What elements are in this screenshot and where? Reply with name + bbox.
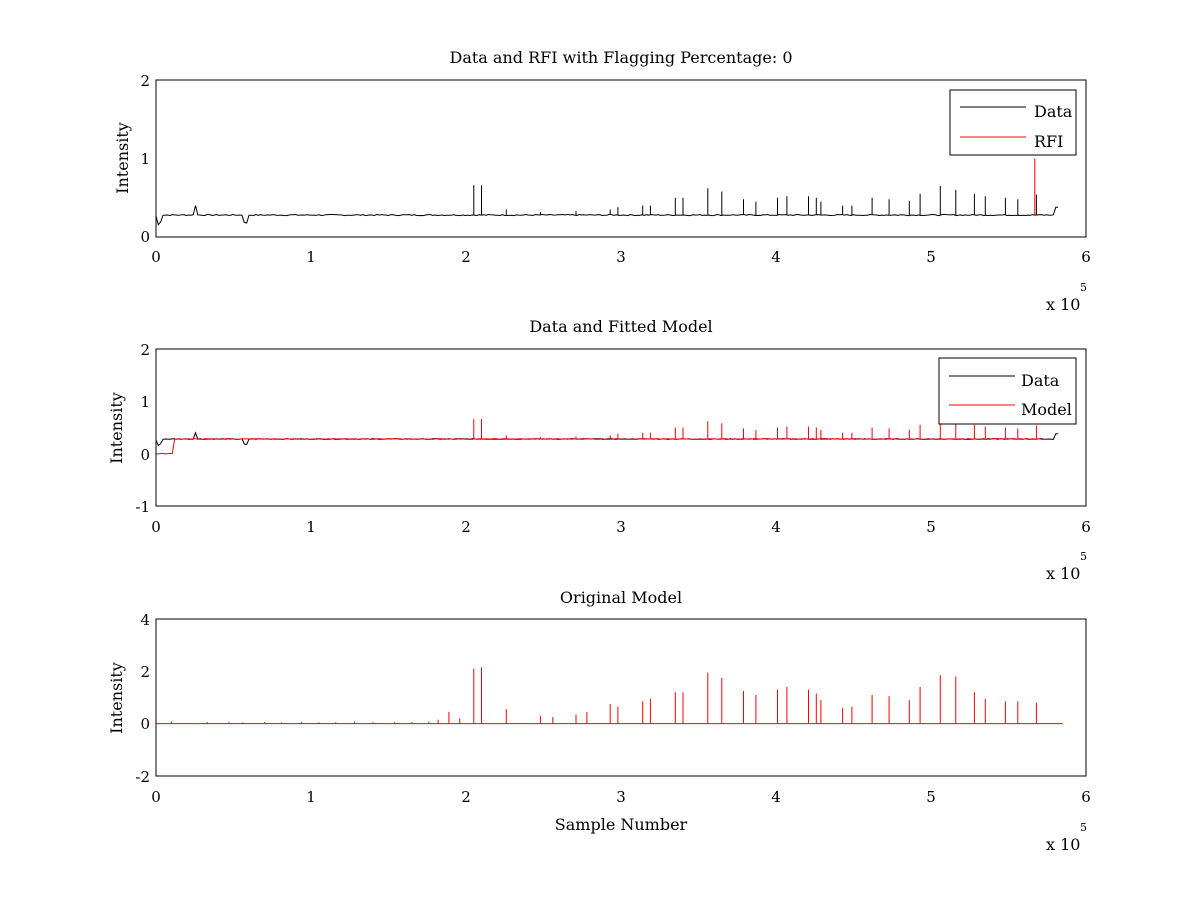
panel-1: Data and RFI with Flagging Percentage: 0… bbox=[113, 48, 1091, 314]
panel-1-xtick-0: 0 bbox=[151, 248, 161, 266]
panel-1-legend-box bbox=[949, 89, 1077, 156]
panel-1-xtick-3: 3 bbox=[616, 248, 626, 266]
panel-1-xtick-5: 5 bbox=[926, 248, 936, 266]
panel-2-legend-label-model: Model bbox=[1021, 400, 1072, 419]
panel-2-exponent-base: x 10 bbox=[1046, 564, 1080, 583]
panel-2-ytick-2: 1 bbox=[140, 393, 150, 411]
panel-1-exponent-power: 5 bbox=[1080, 281, 1087, 294]
panel-3-xtick-6: 6 bbox=[1081, 788, 1091, 806]
panel-1-xtick-6: 6 bbox=[1081, 248, 1091, 266]
panel-2-axes-box bbox=[155, 348, 1087, 507]
panel-3-exponent-base: x 10 bbox=[1046, 835, 1080, 854]
panel-1-axes-box bbox=[155, 79, 1087, 238]
panel-2-ytick-0: -1 bbox=[135, 498, 150, 516]
panel-3-xticks: 0 1 2 3 4 5 6 bbox=[151, 788, 1091, 806]
panel-2-xticks: 0 1 2 3 4 5 6 bbox=[151, 518, 1091, 536]
panel-3-xtick-3: 3 bbox=[616, 788, 626, 806]
panel-1-ytick-1: 1 bbox=[140, 150, 150, 168]
panel-2-exponent-power: 5 bbox=[1080, 550, 1087, 563]
panel-2-title: Data and Fitted Model bbox=[529, 317, 712, 336]
panel-1-xtick-4: 4 bbox=[771, 248, 781, 266]
panel-2-legend-label-data: Data bbox=[1021, 371, 1060, 390]
panel-3-xtick-0: 0 bbox=[151, 788, 161, 806]
panel-3-ytick-3: 4 bbox=[140, 611, 150, 629]
panel-1-plot-area bbox=[155, 158, 1059, 226]
panel-3-ylabel: Intensity bbox=[107, 662, 126, 734]
panel-2-plot-area bbox=[155, 419, 1059, 455]
panel-2: Data and Fitted Model Intensity -1 0 1 2… bbox=[107, 317, 1091, 583]
panel-2-yticks: -1 0 1 2 bbox=[135, 341, 150, 516]
panel-2-series-model-line bbox=[155, 438, 1047, 455]
panel-2-ytick-1: 0 bbox=[140, 446, 150, 464]
panel-1-yticks: 0 1 2 bbox=[140, 72, 150, 246]
panel-3-axes-box bbox=[155, 618, 1087, 777]
panel-2-exponent: x 10 5 bbox=[1046, 550, 1087, 583]
panel-2-xtick-0: 0 bbox=[151, 518, 161, 536]
panel-3-xtick-4: 4 bbox=[771, 788, 781, 806]
panel-3-title: Original Model bbox=[560, 588, 682, 607]
panel-2-legend: Data Model bbox=[938, 357, 1077, 425]
panel-3-yticks: -2 0 2 4 bbox=[135, 611, 150, 786]
panel-1-xticks: 0 1 2 3 4 5 6 bbox=[151, 248, 1091, 266]
panel-1-exponent: x 10 5 bbox=[1046, 281, 1087, 314]
panel-2-xtick-6: 6 bbox=[1081, 518, 1091, 536]
panel-1-series-data-line bbox=[155, 205, 1059, 226]
panel-3: Original Model Intensity -2 0 2 4 0 1 2 … bbox=[107, 588, 1091, 854]
panel-3-xtick-2: 2 bbox=[461, 788, 471, 806]
panel-1-exponent-base: x 10 bbox=[1046, 295, 1080, 314]
panel-2-xtick-5: 5 bbox=[926, 518, 936, 536]
panel-1-ytick-2: 2 bbox=[140, 72, 150, 90]
panel-3-xlabel: Sample Number bbox=[555, 815, 688, 834]
panel-1-ylabel: Intensity bbox=[113, 122, 132, 194]
panel-1-legend-label-data: Data bbox=[1034, 102, 1073, 121]
panel-3-ytick-1: 0 bbox=[140, 715, 150, 733]
panel-2-legend-box bbox=[938, 357, 1077, 425]
panel-1-ytick-0: 0 bbox=[140, 228, 150, 246]
panel-2-ylabel: Intensity bbox=[107, 392, 126, 464]
panel-3-exponent: x 10 5 bbox=[1046, 821, 1087, 854]
panel-2-xtick-2: 2 bbox=[461, 518, 471, 536]
panel-1-legend-label-rfi: RFI bbox=[1034, 132, 1063, 151]
panel-2-ytick-3: 2 bbox=[140, 341, 150, 359]
panel-1-xtick-2: 2 bbox=[461, 248, 471, 266]
panel-3-ytick-2: 2 bbox=[140, 663, 150, 681]
panel-1-xtick-1: 1 bbox=[306, 248, 316, 266]
panel-1-legend: Data RFI bbox=[949, 89, 1077, 156]
panel-1-title: Data and RFI with Flagging Percentage: 0 bbox=[449, 48, 792, 67]
panel-2-xtick-4: 4 bbox=[771, 518, 781, 536]
panel-2-xtick-1: 1 bbox=[306, 518, 316, 536]
panel-2-xtick-3: 3 bbox=[616, 518, 626, 536]
panel-3-xtick-1: 1 bbox=[306, 788, 316, 806]
panel-3-plot-area bbox=[156, 667, 1063, 725]
panel-3-xtick-5: 5 bbox=[926, 788, 936, 806]
panel-3-ytick-0: -2 bbox=[135, 768, 150, 786]
panel-3-exponent-power: 5 bbox=[1080, 821, 1087, 834]
